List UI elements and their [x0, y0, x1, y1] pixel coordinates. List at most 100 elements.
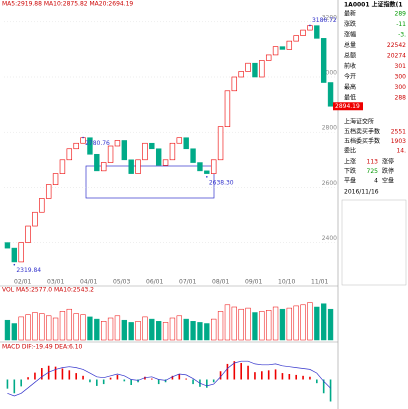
- candle: [224, 90, 231, 127]
- volume-bar: [149, 318, 155, 341]
- candle: [272, 46, 279, 56]
- macd-bar: [219, 371, 222, 380]
- candle: [293, 35, 299, 42]
- volume-bar: [32, 312, 38, 341]
- macd-bar: [254, 372, 256, 380]
- volume-bar: [197, 322, 203, 341]
- y-tick-label: 2600: [322, 180, 337, 187]
- volume-bar: [300, 304, 306, 341]
- candle: [142, 142, 148, 161]
- breadth-label: 上涨: [344, 158, 356, 166]
- macd-bar: [34, 372, 36, 380]
- macd-bar: [212, 379, 215, 383]
- volume-bar: [114, 315, 121, 341]
- order-value: 1903: [391, 138, 406, 145]
- volume-bar: [135, 321, 141, 341]
- candle: [94, 153, 100, 172]
- candle: [252, 62, 258, 78]
- macd-bar: [322, 379, 325, 394]
- candle: [307, 25, 313, 31]
- candle: [169, 142, 176, 161]
- macd-bar: [27, 377, 29, 380]
- candle: [190, 148, 196, 163]
- candle: [155, 148, 162, 166]
- candle: [183, 137, 189, 150]
- volume-bar: [121, 319, 127, 341]
- y-tick-label: 2800: [322, 125, 337, 132]
- volume-bar: [94, 318, 100, 341]
- volume-bar: [18, 316, 24, 341]
- candle: [39, 198, 45, 213]
- breadth-label: 跌停: [382, 167, 394, 175]
- candle: [204, 170, 210, 174]
- breadth-value: 4: [374, 178, 378, 185]
- x-tick-label: 10/10: [278, 279, 295, 286]
- macd-bar: [96, 379, 98, 386]
- x-tick-label: 03/01: [47, 279, 64, 286]
- macd-bar: [240, 363, 242, 380]
- x-tick-label: 11/01: [311, 279, 328, 286]
- candle: [327, 82, 334, 107]
- macd-bar: [144, 376, 146, 380]
- candle: [32, 211, 38, 227]
- dif-line: [7, 360, 331, 397]
- macd-bar: [89, 379, 91, 383]
- candle: [320, 38, 327, 83]
- candle: [114, 140, 121, 147]
- candle: [121, 140, 128, 161]
- quote-value: 300: [395, 84, 407, 91]
- x-tick-label: 06/01: [146, 279, 163, 286]
- macd-bar: [261, 371, 263, 380]
- quote-label: 最高: [344, 83, 356, 91]
- volume-bar: [59, 311, 66, 341]
- volume-bar: [224, 304, 231, 341]
- candle: [162, 159, 169, 166]
- volume-bar: [176, 315, 182, 341]
- last-price-tag: [333, 102, 363, 111]
- quote-value: 300: [395, 74, 407, 81]
- order-label: 委比: [344, 147, 356, 155]
- volume-bar: [183, 318, 189, 341]
- annotation-label: 2319.84: [16, 267, 41, 274]
- volume-bar: [107, 317, 114, 341]
- macd-title: MACD DIF:-19.49 DEA:6.10: [2, 344, 83, 351]
- candle: [300, 29, 306, 36]
- candle: [107, 145, 114, 163]
- macd-bar: [192, 379, 194, 385]
- y-tick-label: 3200: [322, 14, 337, 21]
- candle: [265, 54, 272, 61]
- annotation-label: 2638.30: [209, 179, 234, 186]
- macd-bar: [178, 374, 181, 380]
- macd-bar: [6, 379, 9, 389]
- volume-title: VOL MA5:2577.0 MA10:2543.2: [2, 287, 94, 294]
- volume-bar: [162, 322, 169, 341]
- macd-bar: [281, 373, 284, 380]
- volume-bar: [217, 311, 224, 341]
- macd-bar: [102, 379, 105, 385]
- macd-bar: [316, 379, 318, 384]
- volume-bar: [259, 311, 265, 341]
- candle: [217, 126, 224, 161]
- candle: [66, 148, 73, 161]
- volume-bar: [25, 314, 31, 341]
- volume-bar: [245, 307, 251, 341]
- quote-label: 今开: [344, 73, 356, 81]
- candle: [149, 142, 155, 150]
- volume-bar: [327, 308, 334, 341]
- quote-value: 301: [395, 63, 407, 70]
- candle: [286, 40, 293, 50]
- x-tick-label: 05/03: [113, 279, 130, 286]
- macd-bar: [20, 379, 22, 387]
- x-tick-label: 04/01: [80, 279, 97, 286]
- candle: [210, 159, 217, 174]
- macd-bar: [274, 369, 277, 380]
- macd-bar: [13, 379, 16, 394]
- macd-bar: [233, 361, 236, 380]
- volume-bar: [87, 316, 93, 341]
- volume-bar: [11, 323, 17, 341]
- macd-bar: [151, 378, 153, 380]
- macd-bar: [116, 374, 119, 380]
- macd-bar: [247, 365, 249, 380]
